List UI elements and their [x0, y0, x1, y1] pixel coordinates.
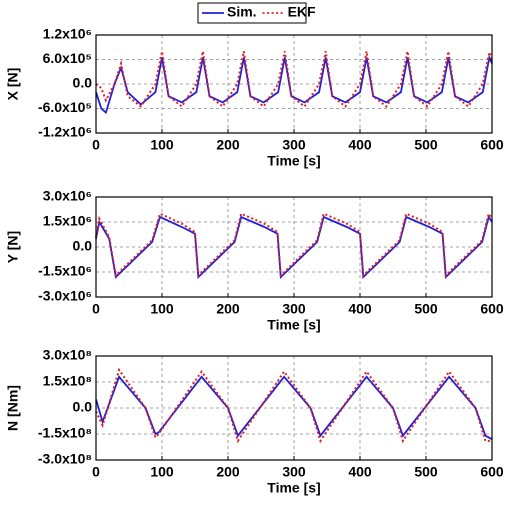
x-tick-label: 0: [92, 137, 100, 153]
legend-label: EKF: [288, 4, 316, 20]
y-tick-label: -1.2x10⁶: [38, 124, 92, 140]
x-tick-label: 400: [348, 301, 372, 317]
x-tick-label: 500: [414, 301, 438, 317]
y-tick-label: -1.5x10⁸: [38, 425, 92, 441]
series-line: [95, 54, 493, 115]
x-tick-label: 400: [348, 464, 372, 480]
y-tick-label: 0.0: [73, 399, 93, 415]
x-tick-label: 200: [216, 301, 240, 317]
x-tick-label: 600: [480, 301, 504, 317]
x-axis-label: Time [s]: [267, 153, 320, 169]
y-tick-label: -6.0x10⁵: [38, 99, 92, 115]
series-line: [95, 48, 493, 108]
x-tick-label: 200: [216, 464, 240, 480]
x-tick-label: 600: [480, 464, 504, 480]
x-tick-label: 0: [92, 464, 100, 480]
y-tick-label: 1.2x10⁶: [43, 26, 92, 42]
y-tick-label: 3.0x10⁸: [43, 347, 92, 363]
x-axis-label: Time [s]: [267, 480, 320, 496]
x-tick-label: 400: [348, 137, 372, 153]
y-tick-label: -3.0x10⁶: [38, 288, 92, 304]
x-axis-label: Time [s]: [267, 317, 320, 333]
y-axis-label: Y [N]: [5, 231, 21, 263]
series-line: [95, 375, 493, 440]
plot-frame: [95, 34, 493, 134]
legend-label: Sim.: [227, 4, 257, 20]
x-tick-label: 200: [216, 137, 240, 153]
x-tick-label: 300: [282, 137, 306, 153]
plot-frame: [95, 196, 493, 298]
plot-frame: [95, 355, 493, 461]
x-tick-label: 0: [92, 301, 100, 317]
x-tick-label: 100: [150, 464, 174, 480]
y-axis-label: X [N]: [5, 68, 21, 101]
legend: Sim. EKF: [197, 2, 316, 24]
y-axis-label: N [Nm]: [5, 385, 21, 431]
x-tick-label: 600: [480, 137, 504, 153]
y-tick-label: 1.5x10⁸: [43, 373, 92, 389]
y-tick-label: 1.5x10⁶: [43, 213, 92, 229]
x-tick-label: 300: [282, 464, 306, 480]
legend-box: [197, 2, 307, 24]
series-line: [95, 211, 493, 278]
y-tick-label: 3.0x10⁶: [43, 188, 92, 204]
x-tick-label: 100: [150, 137, 174, 153]
y-tick-label: -3.0x10⁸: [38, 451, 92, 467]
y-tick-label: 0.0: [73, 75, 93, 91]
x-tick-label: 500: [414, 464, 438, 480]
x-tick-label: 500: [414, 137, 438, 153]
y-tick-label: 6.0x10⁵: [43, 50, 92, 66]
x-tick-label: 100: [150, 301, 174, 317]
y-tick-label: 0.0: [73, 238, 93, 254]
y-tick-label: -1.5x10⁶: [38, 263, 92, 279]
x-tick-label: 300: [282, 301, 306, 317]
